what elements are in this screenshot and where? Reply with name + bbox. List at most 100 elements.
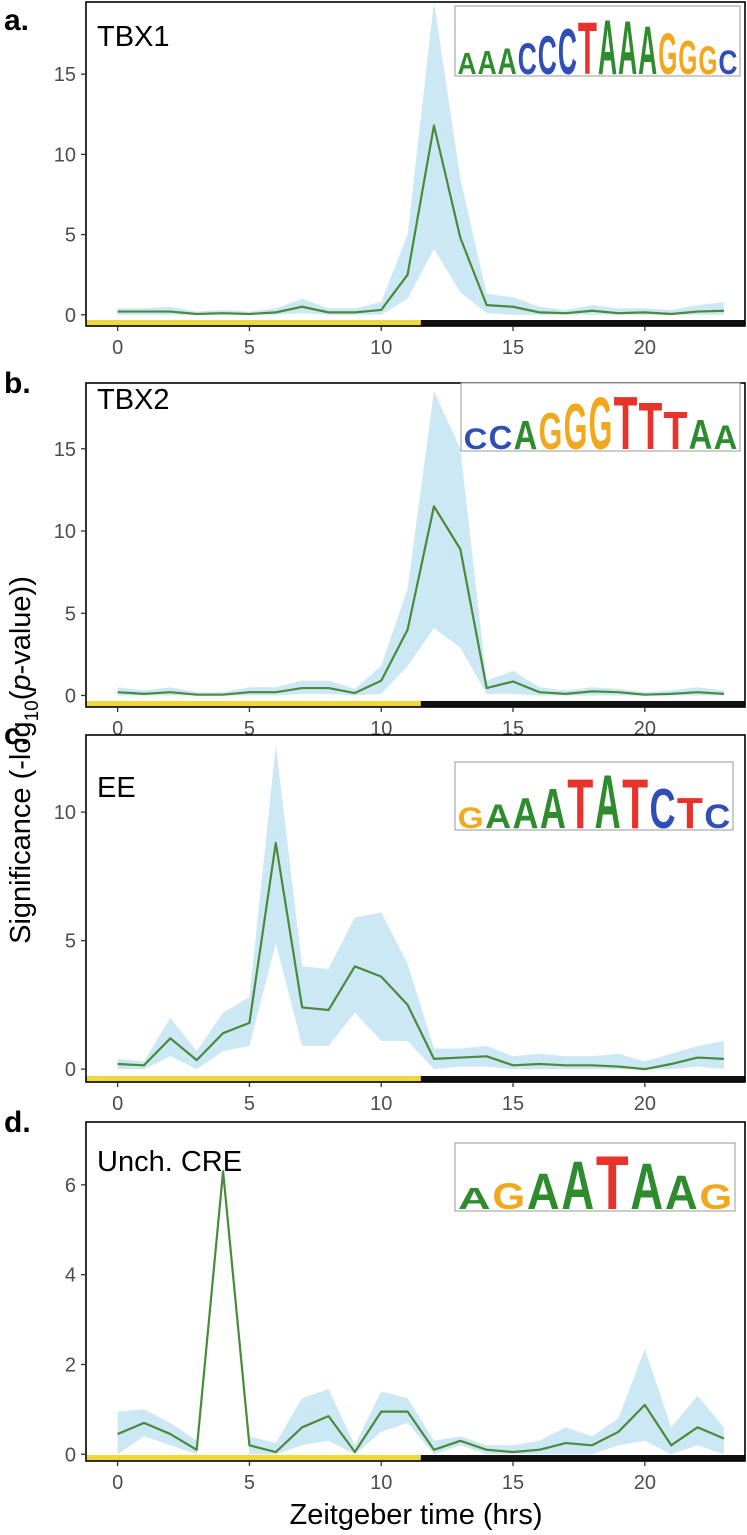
dark-phase-bar: [420, 1076, 745, 1082]
logo-letter-G: G: [589, 382, 613, 465]
light-phase-bar: [86, 701, 421, 707]
confidence-band: [117, 1166, 724, 1455]
logo-letter-A: A: [630, 1150, 663, 1223]
logo-letter-T: T: [596, 1141, 629, 1226]
y-tick-label: 0: [65, 305, 76, 327]
y-tick-label: 10: [54, 802, 76, 824]
x-tick-label: 15: [502, 1472, 524, 1494]
y-axis-title-suffix: -value)): [5, 576, 37, 674]
logo-letter-C: C: [489, 420, 513, 457]
y-axis-title-italic: p: [5, 674, 37, 691]
y-tick-label: 0: [65, 685, 76, 707]
y-axis-title: Significance (-log10(p-value)): [5, 576, 43, 944]
logo-letter-G: G: [492, 1176, 525, 1217]
logo-letter-T: T: [677, 790, 703, 838]
confidence-band: [117, 745, 724, 1070]
panel-letter-d: d.: [4, 1106, 31, 1139]
x-tick-label: 10: [370, 718, 392, 740]
x-tick-label: 20: [634, 1093, 656, 1115]
logo-letter-G: G: [539, 403, 563, 461]
panel-title-d: Unch. CRE: [97, 1146, 242, 1178]
y-axis-title-subscript: 10: [22, 700, 43, 721]
logo-letter-C: C: [649, 778, 675, 841]
y-tick-label: 5: [65, 603, 76, 625]
logo-letter-A: A: [689, 411, 713, 458]
logo-letter-A: A: [540, 778, 566, 841]
x-tick-label: 15: [502, 718, 524, 740]
x-tick-label: 10: [370, 1093, 392, 1115]
logo-letter-T: T: [578, 7, 597, 90]
logo-letter-G: G: [564, 390, 588, 463]
y-tick-label: 15: [54, 439, 76, 461]
y-tick-label: 0: [65, 1059, 76, 1081]
logo-letter-T: T: [639, 390, 663, 464]
series-line: [117, 841, 724, 1071]
y-tick-label: 15: [54, 64, 76, 86]
light-phase-bar: [86, 320, 421, 326]
panel-frame: [85, 1, 746, 327]
dark-phase-bar: [420, 701, 745, 707]
panel-frame: [85, 734, 746, 1083]
logo-letter-A: A: [561, 1147, 594, 1224]
logo-letter-G: G: [678, 31, 697, 85]
y-tick-label: 2: [65, 1354, 76, 1376]
logo-letter-C: C: [518, 35, 537, 84]
series-line: [117, 124, 724, 316]
dark-phase-bar: [420, 1455, 745, 1461]
logo-letter-A: A: [618, 6, 637, 91]
logo-letter-C: C: [558, 15, 577, 88]
logo-letter-G: G: [698, 39, 717, 83]
x-tick-label: 15: [502, 1093, 524, 1115]
x-tick-label: 10: [370, 337, 392, 359]
y-tick-label: 6: [65, 1175, 76, 1197]
logo-letter-C: C: [464, 423, 488, 456]
x-tick-label: 0: [112, 718, 123, 740]
x-tick-label: 10: [370, 1472, 392, 1494]
y-tick-label: 5: [65, 931, 76, 953]
panel-title-a: TBX1: [97, 21, 170, 53]
logo-letter-T: T: [664, 402, 688, 461]
logo-letter-A: A: [458, 1183, 491, 1216]
logo-letter-T: T: [622, 764, 648, 843]
logo-letter-T: T: [614, 381, 638, 465]
logo-letter-A: A: [638, 12, 657, 89]
sequence-logo-frame: [454, 1142, 736, 1212]
logo-letter-A: A: [485, 798, 511, 836]
logo-letter-G: G: [658, 22, 677, 87]
logo-letter-A: A: [514, 412, 538, 458]
y-tick-label: 10: [54, 144, 76, 166]
panel-title-b: TBX2: [97, 384, 170, 416]
x-tick-label: 0: [112, 1472, 123, 1494]
confidence-band: [117, 391, 724, 696]
logo-letter-G: G: [458, 802, 484, 835]
panel-frame: [85, 382, 746, 708]
panel-letter-c: c.: [4, 718, 29, 751]
y-tick-label: 4: [65, 1265, 76, 1287]
panel-title-c: EE: [97, 772, 136, 804]
confidence-band: [117, 2, 724, 315]
logo-letter-A: A: [714, 419, 738, 457]
light-phase-bar: [86, 1455, 421, 1461]
logo-letter-C: C: [718, 44, 737, 82]
logo-letter-C: C: [538, 25, 557, 86]
logo-letter-A: A: [527, 1162, 560, 1220]
logo-letter-G: G: [699, 1178, 732, 1217]
x-axis-title: Zeitgeber time (hrs): [289, 1499, 542, 1531]
series-line: [117, 1170, 725, 1454]
x-tick-label: 0: [112, 337, 123, 359]
panel-letter-a: a.: [4, 4, 29, 37]
y-tick-label: 10: [54, 521, 76, 543]
y-axis-title-open: (: [5, 690, 37, 700]
panel-frame: [85, 1121, 746, 1462]
